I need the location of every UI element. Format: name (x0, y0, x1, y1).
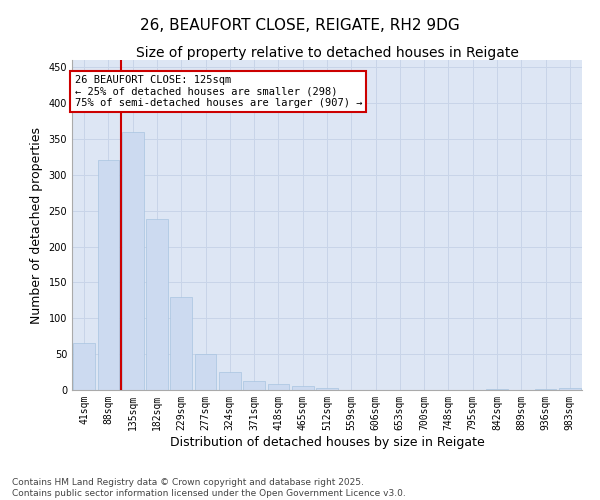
Bar (146, 220, 168, 390)
Y-axis label: Number of detached properties: Number of detached properties (30, 126, 43, 324)
Bar (316, 388, 338, 390)
Bar (170, 296, 192, 390)
Text: 26 BEAUFORT CLOSE: 125sqm
← 25% of detached houses are smaller (298)
75% of semi: 26 BEAUFORT CLOSE: 125sqm ← 25% of detac… (74, 75, 362, 108)
Bar (219, 372, 241, 390)
Title: Size of property relative to detached houses in Reigate: Size of property relative to detached ho… (136, 46, 518, 60)
Bar (268, 384, 289, 390)
Bar (73, 344, 95, 390)
Bar (97, 160, 119, 390)
X-axis label: Distribution of detached houses by size in Reigate: Distribution of detached houses by size … (170, 436, 484, 448)
Text: Contains HM Land Registry data © Crown copyright and database right 2025.
Contai: Contains HM Land Registry data © Crown c… (12, 478, 406, 498)
Bar (243, 380, 265, 390)
Bar (194, 354, 217, 390)
Bar (292, 386, 314, 390)
Bar (486, 388, 508, 390)
Bar (122, 132, 143, 390)
Bar (559, 388, 581, 390)
Text: 26, BEAUFORT CLOSE, REIGATE, RH2 9DG: 26, BEAUFORT CLOSE, REIGATE, RH2 9DG (140, 18, 460, 32)
